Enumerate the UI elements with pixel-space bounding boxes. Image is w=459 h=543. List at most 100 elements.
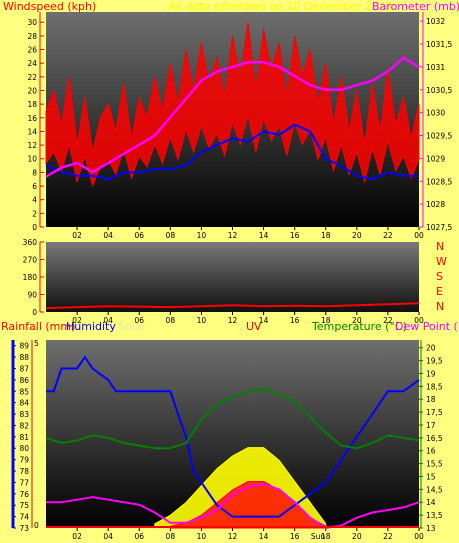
compass-label: N [436, 300, 444, 313]
humidity-tick-label: 87 [19, 364, 29, 373]
x-tick-label: 22 [383, 231, 393, 240]
x-tick-label: 18 [321, 231, 331, 240]
wind-tick-label: 2 [32, 209, 37, 218]
x-tick-label: 14 [259, 316, 269, 325]
x-tick-label: 02 [72, 316, 82, 325]
x-tick-label: 08 [166, 532, 176, 541]
x-tick-label: 06 [134, 316, 144, 325]
humidity-tick-label: 77 [19, 478, 29, 487]
temp-tick-label: 16 [426, 447, 436, 456]
barometer-tick-label: 1029,5 [426, 132, 452, 141]
humidity-tick-label: 73 [19, 524, 29, 533]
wind-tick-label: 20 [27, 86, 37, 95]
x-tick-label: 10 [197, 231, 207, 240]
x-tick-label: 22 [383, 316, 393, 325]
barometer-tick-label: 1028,5 [426, 177, 452, 186]
direction-plot-area [46, 242, 419, 312]
temp-tick-label: 14,5 [426, 485, 443, 494]
x-tick-label: 12 [228, 532, 238, 541]
legend-dewpoint: Dew Point (°C) [395, 320, 459, 333]
chart-title: All data refreshed on 10 December 2018 [168, 0, 393, 13]
barometer-tick-label: 1032 [426, 17, 445, 26]
humidity-tick-label: 80 [19, 444, 29, 453]
direction-tick-label: 180 [23, 273, 38, 282]
wind-tick-label: 4 [32, 196, 37, 205]
legend-uv: UV [246, 320, 262, 333]
compass-label: E [436, 285, 443, 298]
barometer-tick-label: 1030 [426, 109, 445, 118]
humidity-tick-label: 86 [19, 376, 29, 385]
compass-label: S [436, 270, 443, 283]
x-tick-label: 16 [290, 316, 300, 325]
series-pressure [45, 56, 420, 178]
barometer-tick-label: 1028 [426, 200, 445, 209]
x-tick-label: 04 [103, 231, 113, 240]
wind-tick-label: 10 [27, 155, 37, 164]
humidity-tick-label: 89 [19, 342, 29, 351]
barometer-tick-label: 1031 [426, 63, 445, 72]
x-tick-label: 00 [414, 532, 424, 541]
temp-tick-label: 17,5 [426, 408, 443, 417]
wind-tick-label: 8 [32, 168, 37, 177]
temp-tick-label: 17 [426, 421, 436, 430]
x-tick-label: 08 [166, 316, 176, 325]
x-tick-label: 04 [103, 316, 113, 325]
direction-tick-label: 0 [32, 308, 37, 317]
series-wind-direction [45, 302, 420, 310]
series-dewpoint [46, 483, 420, 530]
rain-tick-label: 5 [34, 339, 39, 348]
x-tick-label: 00 [414, 316, 424, 325]
temp-tick-label: 20 [426, 344, 436, 353]
compass-label: W [436, 255, 447, 268]
temp-tick-label: 15,5 [426, 460, 443, 469]
compass-label: N [436, 240, 444, 253]
wind-tick-label: 22 [27, 73, 37, 82]
legend-temperature: Temperature (°C) [311, 320, 407, 333]
humidity-tick-label: 76 [19, 490, 29, 499]
barometer-tick-label: 1031,5 [426, 40, 452, 49]
wind-tick-label: 30 [27, 18, 37, 27]
x-tick-label: 12 [228, 316, 238, 325]
wind-axis-label: Windspeed (kph) [3, 0, 96, 13]
humidity-tick-label: 88 [19, 353, 29, 362]
x-tick-label: 20 [352, 532, 362, 541]
wind-tick-label: 18 [27, 100, 37, 109]
humidity-tick-label: 83 [19, 410, 29, 419]
x-tick-label: 18 [321, 532, 331, 541]
x-tick-label: 06 [134, 532, 144, 541]
temp-tick-label: 18 [426, 395, 436, 404]
barometer-tick-label: 1030,5 [426, 86, 452, 95]
x-tick-label: 14 [259, 532, 269, 541]
x-tick-label: 22 [383, 532, 393, 541]
x-tick-label: 00 [414, 231, 424, 240]
x-tick-label: 20 [352, 316, 362, 325]
wind-tick-label: 16 [27, 114, 37, 123]
temp-tick-label: 18,5 [426, 382, 443, 391]
x-tick-label: 12 [228, 231, 238, 240]
temp-tick-label: 14 [426, 498, 436, 507]
x-tick-label: 14 [259, 231, 269, 240]
direction-tick-label: 270 [23, 256, 38, 265]
direction-tick-label: 360 [23, 238, 38, 247]
humidity-tick-label: 78 [19, 467, 29, 476]
humidity-tick-label: 85 [19, 387, 29, 396]
wind-tick-label: 26 [27, 46, 37, 55]
humidity-tick-label: 82 [19, 421, 29, 430]
humidity-tick-label: 81 [19, 433, 29, 442]
barometer-tick-label: 1027,5 [426, 223, 452, 232]
x-tick-label: 04 [103, 532, 113, 541]
direction-tick-label: 90 [27, 291, 37, 300]
sun-tick-label: Sun [311, 532, 326, 541]
rain-tick-label: 0 [34, 521, 39, 530]
humidity-tick-label: 79 [19, 456, 29, 465]
temp-tick-label: 19 [426, 369, 436, 378]
temp-tick-label: 19,5 [426, 357, 443, 366]
barometer-tick-label: 1029 [426, 154, 445, 163]
legend-humidity: Humidity [66, 320, 116, 333]
x-tick-label: 08 [166, 231, 176, 240]
temp-tick-label: 15 [426, 472, 436, 481]
x-tick-label: 10 [197, 316, 207, 325]
series-temperature [45, 387, 420, 450]
series-wind-average [45, 123, 419, 181]
legend-solar: Solar [118, 320, 147, 333]
